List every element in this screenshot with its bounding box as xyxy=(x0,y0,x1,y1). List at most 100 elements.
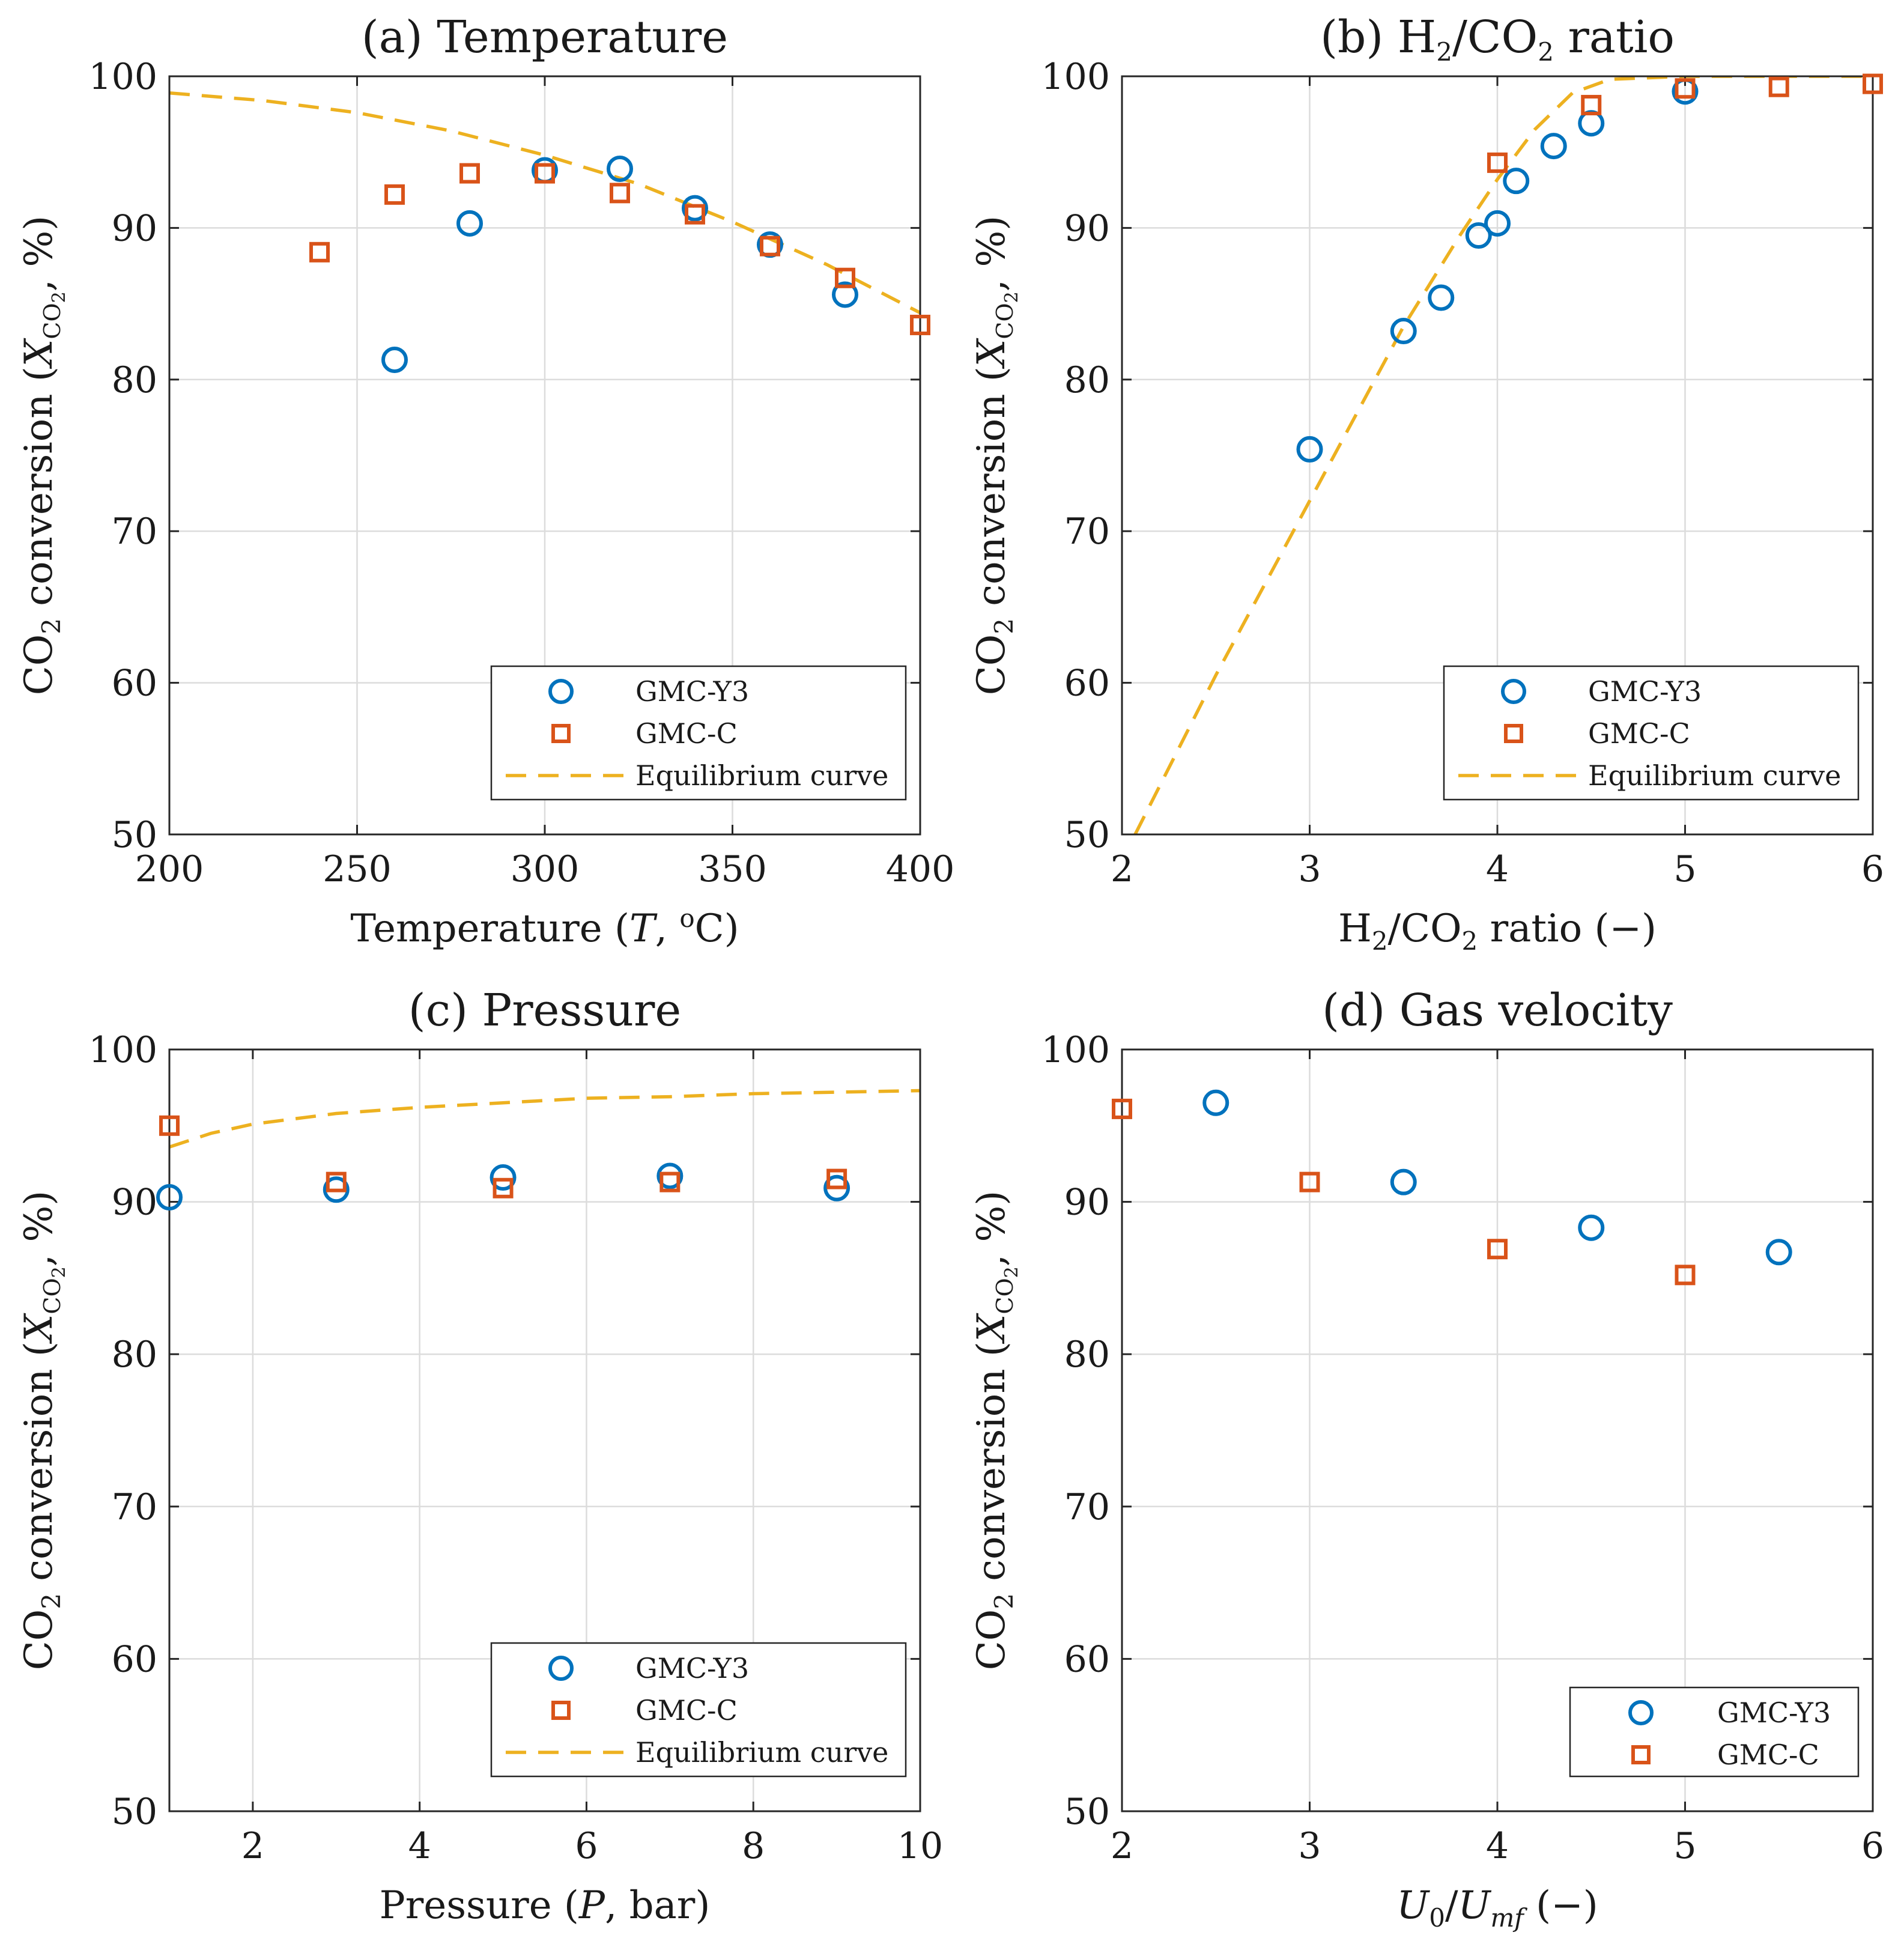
y-tick-label: 100 xyxy=(88,1029,157,1071)
equilibrium-curve-line xyxy=(169,91,920,315)
gmc-c-point xyxy=(459,163,480,184)
legend-gmc-y3-label: GMC-Y3 xyxy=(635,1652,749,1684)
legend-box xyxy=(490,665,907,801)
y-tick-label: 100 xyxy=(1041,56,1110,98)
legend: GMC-Y3 GMC-C xyxy=(1569,1686,1860,1778)
x-tick-label: 4 xyxy=(1486,1825,1509,1867)
legend-equilibrium-label: Equilibrium curve xyxy=(635,1736,888,1769)
y-axis-label: CO2 conversion (XCO2, %) xyxy=(17,1191,70,1670)
panel-title: (b) H2/CO2 ratio xyxy=(1320,11,1675,67)
gmc-c-point xyxy=(685,204,705,225)
gmc-c-point xyxy=(159,1115,180,1136)
legend-box xyxy=(490,1642,907,1778)
x-tick-label: 200 xyxy=(135,848,204,890)
x-axis-label: Pressure (P, bar) xyxy=(380,1883,711,1928)
y-tick-label: 60 xyxy=(112,663,157,705)
legend-gmc-y3-label: GMC-Y3 xyxy=(1717,1696,1831,1729)
legend-gmc-y3-marker xyxy=(548,1656,574,1681)
x-tick-label: 250 xyxy=(323,848,392,890)
x-tick-label: 6 xyxy=(1861,848,1884,890)
gmc-c-point xyxy=(1299,1171,1320,1192)
y-axis-label: CO2 conversion (XCO2, %) xyxy=(969,216,1022,695)
gmc-y3-point xyxy=(490,1164,517,1191)
y-tick-label: 50 xyxy=(112,814,157,856)
gmc-c-point xyxy=(1487,152,1508,173)
gmc-c-point xyxy=(535,163,555,184)
panel-d: 2 3 4 5 6 50 60 70 80 90 100 (d) Gas velocity U0/Umf… xyxy=(969,985,1884,1933)
legend: GMC-Y3 GMC-C Equilibrium curve xyxy=(490,1642,907,1778)
x-tick-label: 6 xyxy=(1861,1825,1884,1867)
panel-a: 200 250 300 350 400 50 60 70 80 90 100 (a) Temperat… xyxy=(17,11,954,951)
gmc-c-point xyxy=(1581,94,1602,115)
y-tick-label: 70 xyxy=(112,1486,157,1528)
y-tick-label: 100 xyxy=(88,56,157,98)
legend-gmc-c-label: GMC-C xyxy=(1717,1739,1819,1771)
x-tick-label: 10 xyxy=(897,1825,943,1867)
y-tick-label: 70 xyxy=(1064,511,1110,553)
gmc-c-point xyxy=(910,314,930,335)
y-tick-label: 90 xyxy=(112,207,157,249)
y-tick-label: 80 xyxy=(112,1334,157,1376)
gmc-y3-point xyxy=(682,195,708,222)
panel-title: (a) Temperature xyxy=(362,11,728,63)
legend-gmc-y3-label: GMC-Y3 xyxy=(1588,675,1702,708)
gmc-y3-point xyxy=(832,281,858,308)
x-tick-label: 2 xyxy=(1111,848,1133,890)
y-axis-label: CO2 conversion (XCO2, %) xyxy=(17,216,70,695)
legend-gmc-c-label: GMC-C xyxy=(1588,717,1690,750)
legend-gmc-y3-marker xyxy=(1501,679,1526,704)
legend-gmc-y3-marker xyxy=(1628,1700,1654,1725)
gmc-c-point xyxy=(835,267,855,288)
gmc-c-point xyxy=(1863,73,1883,94)
legend-equilibrium-label: Equilibrium curve xyxy=(635,759,888,792)
y-tick-label: 60 xyxy=(1064,1638,1110,1680)
y-tick-label: 90 xyxy=(1064,207,1110,249)
y-tick-label: 80 xyxy=(112,359,157,401)
y-axis-label: CO2 conversion (XCO2, %) xyxy=(969,1191,1022,1670)
legend-gmc-c-marker xyxy=(1631,1745,1651,1764)
gmc-y3-point xyxy=(1578,1214,1605,1241)
y-tick-label: 70 xyxy=(112,511,157,553)
y-tick-label: 60 xyxy=(112,1638,157,1680)
gmc-c-point xyxy=(1675,1265,1696,1286)
gmc-y3-point xyxy=(607,155,633,182)
y-tick-label: 80 xyxy=(1064,359,1110,401)
gmc-c-point xyxy=(493,1177,514,1198)
legend-gmc-c-label: GMC-C xyxy=(635,717,738,750)
legend-gmc-y3-marker xyxy=(548,679,574,704)
gmc-y3-point xyxy=(1484,210,1511,237)
x-tick-label: 400 xyxy=(886,848,955,890)
y-tick-label: 50 xyxy=(1064,814,1110,856)
legend-box xyxy=(1569,1686,1860,1778)
x-tick-label: 300 xyxy=(511,848,580,890)
gmc-y3-point xyxy=(1503,168,1530,195)
gmc-c-point xyxy=(610,183,630,204)
gmc-c-point xyxy=(1487,1239,1508,1260)
gmc-c-point xyxy=(309,241,330,263)
gmc-y3-point xyxy=(1540,133,1567,160)
gmc-c-point xyxy=(384,184,405,205)
y-tick-label: 80 xyxy=(1064,1334,1110,1376)
legend-gmc-c-marker xyxy=(551,1701,571,1720)
y-tick-label: 50 xyxy=(112,1791,157,1833)
gmc-y3-point xyxy=(381,346,408,373)
gmc-y3-point xyxy=(456,210,483,237)
x-axis-label: H2/CO2 ratio (−) xyxy=(1338,907,1657,956)
equilibrium-curve-line xyxy=(169,1089,920,1149)
x-tick-label: 5 xyxy=(1673,1825,1696,1867)
x-tick-label: 2 xyxy=(1111,1825,1133,1867)
y-tick-label: 50 xyxy=(1064,1791,1110,1833)
legend-gmc-c-marker xyxy=(1504,724,1523,743)
x-tick-label: 4 xyxy=(408,1825,431,1867)
gmc-y3-point xyxy=(656,1162,684,1189)
axes-box xyxy=(168,1048,921,1812)
gmc-y3-point xyxy=(1428,284,1455,311)
gmc-y3-point xyxy=(823,1174,850,1201)
legend-gmc-c-label: GMC-C xyxy=(635,1694,738,1727)
legend-box xyxy=(1443,665,1860,801)
x-tick-label: 3 xyxy=(1298,848,1321,890)
x-tick-label: 2 xyxy=(241,1825,264,1867)
gmc-c-point xyxy=(326,1171,347,1192)
panel-title: (c) Pressure xyxy=(408,985,681,1036)
